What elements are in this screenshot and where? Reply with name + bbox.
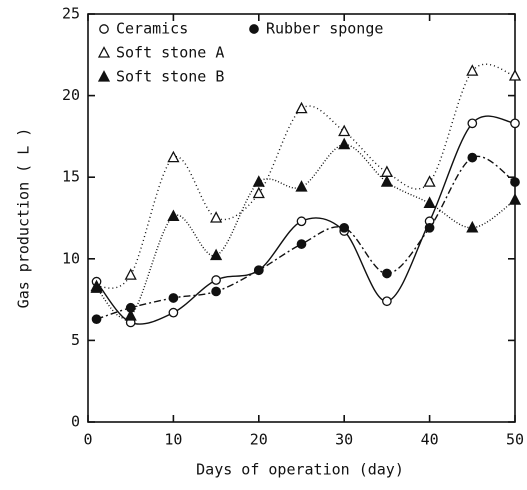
legend-marker [249,24,259,34]
marker [467,118,478,129]
x-tick-label: 50 [506,431,524,449]
y-axis-label: Gas production ( L ) [15,128,33,309]
marker [339,222,350,233]
x-tick-label: 20 [250,431,268,449]
series-line [95,115,516,325]
x-tick-label: 30 [335,431,353,449]
legend-label: Soft stone A [116,44,224,62]
marker [295,101,308,114]
marker [510,118,520,129]
legend-marker [97,46,111,58]
marker [382,296,392,307]
marker [253,265,264,276]
marker [168,293,179,303]
marker [508,69,522,81]
legend-marker [99,24,109,34]
y-tick-label: 25 [62,5,80,23]
marker [424,222,435,233]
y-tick-label: 15 [62,168,80,186]
marker [295,180,308,192]
y-tick-label: 10 [62,249,80,267]
y-tick-label: 0 [71,413,80,431]
marker [466,220,479,233]
y-tick-label: 20 [62,86,80,104]
marker [423,196,436,208]
legend-label: Ceramics [116,20,188,38]
legend-label: Rubber sponge [266,20,383,38]
marker [252,175,265,187]
x-tick-label: 40 [421,431,439,449]
series-line [96,143,516,320]
marker [510,177,520,187]
marker [466,64,479,76]
legend-marker [97,70,111,82]
marker [211,275,221,285]
marker [90,281,103,293]
marker [211,286,221,297]
marker [252,186,265,199]
marker [380,165,393,177]
plot-frame [87,13,516,423]
x-tick-label: 10 [164,431,182,449]
marker [467,152,478,163]
legend-label: Soft stone B [116,68,224,86]
marker [168,307,179,318]
marker [167,150,180,163]
series-line [96,63,516,289]
y-tick-label: 5 [71,331,80,349]
marker [124,309,137,321]
marker [338,137,351,150]
marker [167,209,180,222]
marker [124,268,137,280]
series-line [96,155,516,320]
x-tick-label: 0 [83,431,92,449]
marker [91,314,102,325]
marker [338,124,351,137]
marker [382,268,392,279]
marker [296,216,307,227]
marker [380,175,393,187]
marker [210,211,223,223]
marker [423,175,436,187]
marker [296,239,307,249]
marker [508,193,522,205]
marker [210,248,223,261]
x-axis-label: Days of operation (day) [196,461,404,479]
